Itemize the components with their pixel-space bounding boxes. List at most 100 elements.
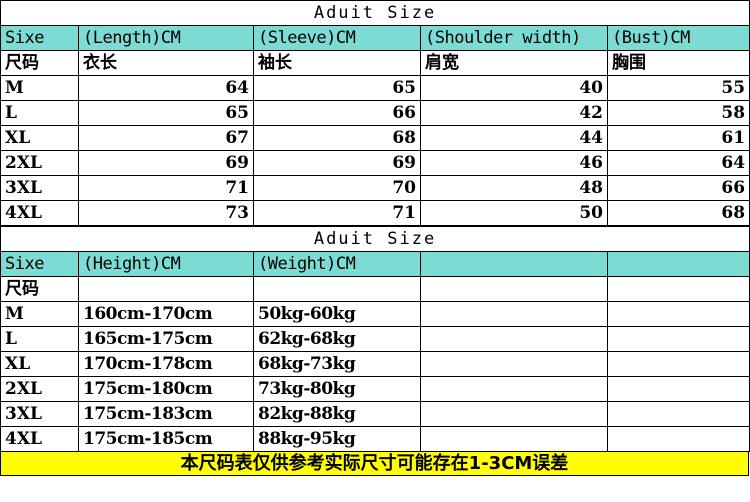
table-two-title-row: Aduit Size (0, 226, 750, 252)
table-two-header-row-cn: 尺码 (0, 276, 750, 302)
table-row: M 64 65 40 55 (0, 75, 750, 101)
header-size-en: Sixe (0, 251, 79, 277)
header-size-en: Sixe (0, 25, 79, 51)
table-row: 4XL 175cm-185cm 88kg-95kg (0, 426, 750, 452)
table-one-header-row-cn: 尺码 衣长 袖长 肩宽 胸围 (0, 50, 750, 76)
cell-weight: 82kg-88kg (253, 401, 421, 427)
cell-sleeve: 69 (253, 150, 421, 176)
table-row: 2XL 175cm-180cm 73kg-80kg (0, 376, 750, 402)
cell-shoulder: 42 (420, 100, 608, 126)
cell-sleeve: 65 (253, 75, 421, 101)
cell-length: 71 (78, 175, 254, 201)
cell-empty-4 (420, 326, 608, 352)
cell-length: 65 (78, 100, 254, 126)
cell-shoulder: 50 (420, 200, 608, 226)
table-two-title: Aduit Size (0, 226, 750, 252)
table-row: 3XL 71 70 48 66 (0, 175, 750, 201)
cell-bust: 68 (606, 200, 750, 226)
cell-sleeve: 66 (253, 100, 421, 126)
header-length-en: (Length)CM (78, 25, 254, 51)
cell-shoulder: 48 (420, 175, 608, 201)
header-empty-5 (606, 251, 750, 277)
table-row: 3XL 175cm-183cm 82kg-88kg (0, 401, 750, 427)
cell-size: 4XL (0, 426, 79, 452)
cell-empty-5 (606, 326, 750, 352)
cell-height: 170cm-178cm (78, 351, 254, 377)
cell-size: L (0, 100, 79, 126)
cell-bust: 61 (606, 125, 750, 151)
cell-sleeve: 71 (253, 200, 421, 226)
cell-bust: 66 (606, 175, 750, 201)
header-weight-en: (Weight)CM (253, 251, 421, 277)
header-bust-en: (Bust)CM (606, 25, 750, 51)
cell-empty-4 (420, 401, 608, 427)
cell-size: 2XL (0, 376, 79, 402)
cell-sleeve: 68 (253, 125, 421, 151)
cell-size: 3XL (0, 401, 79, 427)
cell-weight: 50kg-60kg (253, 301, 421, 327)
cell-height: 160cm-170cm (78, 301, 254, 327)
adult-size-table-height-weight: Aduit Size Sixe (Height)CM (Weight)CM 尺码… (0, 226, 750, 452)
header-empty-cn-5 (606, 276, 750, 302)
table-row: 2XL 69 69 46 64 (0, 150, 750, 176)
header-shoulder-cn: 肩宽 (420, 50, 608, 76)
cell-bust: 64 (606, 150, 750, 176)
header-bust-cn: 胸围 (606, 50, 750, 76)
header-empty-4 (420, 251, 608, 277)
header-sleeve-en: (Sleeve)CM (253, 25, 421, 51)
table-row: L 65 66 42 58 (0, 100, 750, 126)
cell-shoulder: 40 (420, 75, 608, 101)
table-one-header-row-en: Sixe (Length)CM (Sleeve)CM (Shoulder wid… (0, 25, 750, 51)
header-height-cn (78, 276, 254, 302)
cell-size: 4XL (0, 200, 79, 226)
cell-length: 67 (78, 125, 254, 151)
adult-size-table-measurements: Aduit Size Sixe (Length)CM (Sleeve)CM (S… (0, 0, 750, 226)
cell-length: 73 (78, 200, 254, 226)
cell-height: 175cm-183cm (78, 401, 254, 427)
cell-weight: 68kg-73kg (253, 351, 421, 377)
cell-size: 2XL (0, 150, 79, 176)
cell-weight: 88kg-95kg (253, 426, 421, 452)
table-two-header-row-en: Sixe (Height)CM (Weight)CM (0, 251, 750, 277)
cell-height: 175cm-185cm (78, 426, 254, 452)
cell-bust: 58 (606, 100, 750, 126)
cell-empty-5 (606, 351, 750, 377)
cell-size: M (0, 75, 79, 101)
cell-length: 64 (78, 75, 254, 101)
cell-empty-5 (606, 401, 750, 427)
cell-empty-5 (606, 426, 750, 452)
cell-empty-4 (420, 351, 608, 377)
cell-size: XL (0, 351, 79, 377)
header-empty-cn-4 (420, 276, 608, 302)
header-size-cn: 尺码 (0, 50, 79, 76)
header-length-cn: 衣长 (78, 50, 254, 76)
cell-height: 175cm-180cm (78, 376, 254, 402)
table-row: M 160cm-170cm 50kg-60kg (0, 301, 750, 327)
table-row: XL 67 68 44 61 (0, 125, 750, 151)
header-size-cn: 尺码 (0, 276, 79, 302)
cell-weight: 73kg-80kg (253, 376, 421, 402)
cell-empty-4 (420, 301, 608, 327)
cell-empty-4 (420, 426, 608, 452)
table-row: L 165cm-175cm 62kg-68kg (0, 326, 750, 352)
header-shoulder-en: (Shoulder width) (420, 25, 608, 51)
cell-empty-5 (606, 301, 750, 327)
cell-length: 69 (78, 150, 254, 176)
table-one-title: Aduit Size (0, 0, 750, 26)
table-row: 4XL 73 71 50 68 (0, 200, 750, 226)
cell-bust: 55 (606, 75, 750, 101)
cell-empty-5 (606, 376, 750, 402)
table-row: XL 170cm-178cm 68kg-73kg (0, 351, 750, 377)
cell-sleeve: 70 (253, 175, 421, 201)
cell-weight: 62kg-68kg (253, 326, 421, 352)
cell-empty-4 (420, 376, 608, 402)
cell-size: L (0, 326, 79, 352)
header-height-en: (Height)CM (78, 251, 254, 277)
cell-size: 3XL (0, 175, 79, 201)
table-one-title-row: Aduit Size (0, 0, 750, 26)
cell-size: XL (0, 125, 79, 151)
cell-shoulder: 46 (420, 150, 608, 176)
header-weight-cn (253, 276, 421, 302)
cell-height: 165cm-175cm (78, 326, 254, 352)
